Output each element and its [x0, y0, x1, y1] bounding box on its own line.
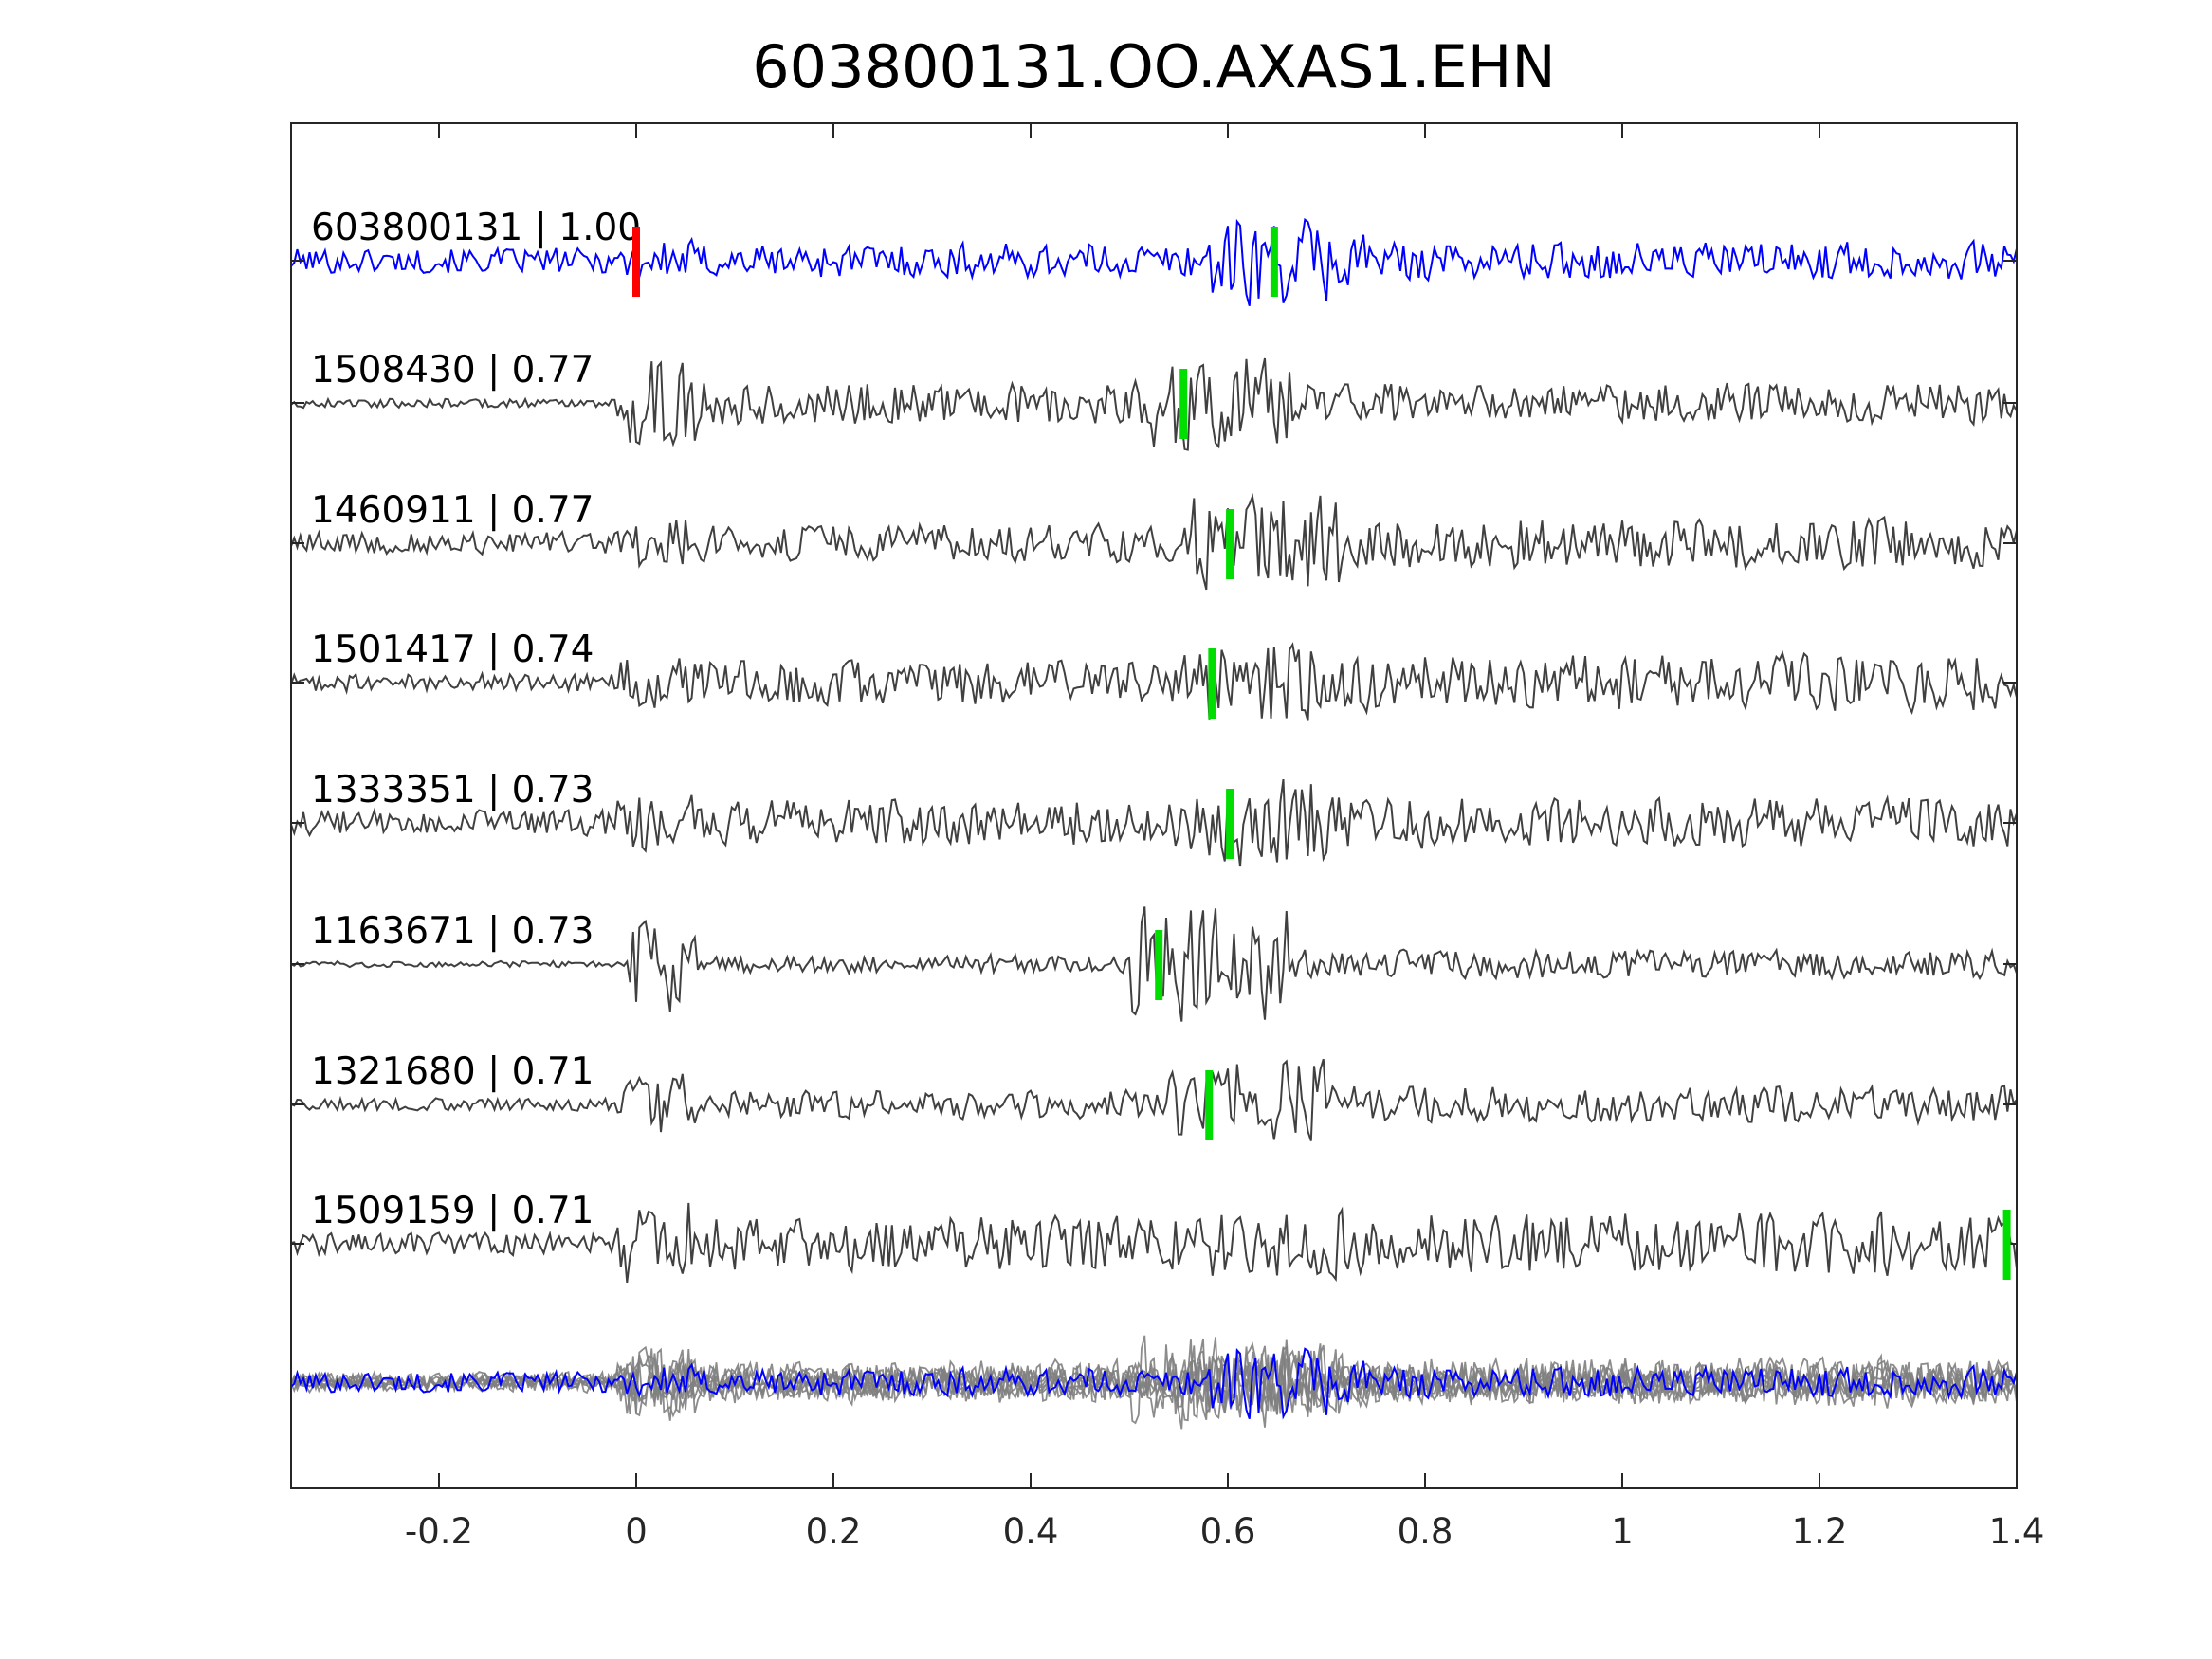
x-tick-label: 0.4: [1003, 1511, 1059, 1552]
trace-label: 1460911 | 0.77: [311, 489, 594, 532]
x-tick-label: -0.2: [405, 1511, 473, 1552]
axes-frame: [290, 122, 2018, 1489]
trace-label: 1321680 | 0.71: [311, 1050, 594, 1093]
template-label: 603800131 | 1.00: [311, 207, 641, 249]
trace-label: 1333351 | 0.73: [311, 769, 594, 811]
stack-trace-waveform: [290, 1335, 2018, 1430]
trace-waveform: [290, 357, 2018, 451]
trace-label: 1163671 | 0.73: [311, 910, 594, 953]
trace-group: 1509159 | 0.71: [290, 1190, 2018, 1284]
x-tick-label: 0.2: [806, 1511, 862, 1552]
trace-group: 1460911 | 0.77: [290, 489, 2018, 591]
x-tick-label: 0.6: [1200, 1511, 1256, 1552]
trace-group: 1163671 | 0.73: [290, 906, 2018, 1022]
trace-group: 1321680 | 0.71: [290, 1050, 2018, 1141]
chart-title: 603800131.OO.AXAS1.EHN: [752, 32, 1556, 101]
template-trace-group: 603800131 | 1.00: [290, 207, 2018, 306]
x-axis: -0.2 0 0.2 0.4 0.6 0.8 1 1.2 1.4: [405, 123, 2045, 1552]
trace-group: 1501417 | 0.74: [290, 629, 2018, 721]
trace-waveform: [290, 642, 2018, 721]
trace-waveform: [290, 492, 2018, 591]
x-tick-label: 0.8: [1398, 1511, 1453, 1552]
trace-label: 1508430 | 0.77: [311, 349, 594, 392]
trace-waveform: [290, 1202, 2018, 1284]
trace-label: 1501417 | 0.74: [311, 629, 594, 671]
template-waveform: [290, 217, 2018, 306]
x-tick-label: 1.4: [1989, 1511, 2045, 1552]
x-tick-label: 1: [1611, 1511, 1634, 1552]
x-tick-label: 1.2: [1792, 1511, 1848, 1552]
trace-waveform: [290, 778, 2018, 867]
trace-group: 1333351 | 0.73: [290, 769, 2018, 867]
trace-waveform: [290, 906, 2018, 1022]
trace-group: 1508430 | 0.77: [290, 349, 2018, 451]
stack-trace-waveform: [290, 1348, 2018, 1414]
trace-waveform: [290, 1058, 2018, 1141]
x-tick-label: 0: [625, 1511, 648, 1552]
stack-template-waveform: [290, 1347, 2018, 1420]
plot-area: 603800131 | 1.00 1508430 | 0.77 1460911 | …: [290, 207, 2018, 1430]
trace-label: 1509159 | 0.71: [311, 1190, 594, 1232]
